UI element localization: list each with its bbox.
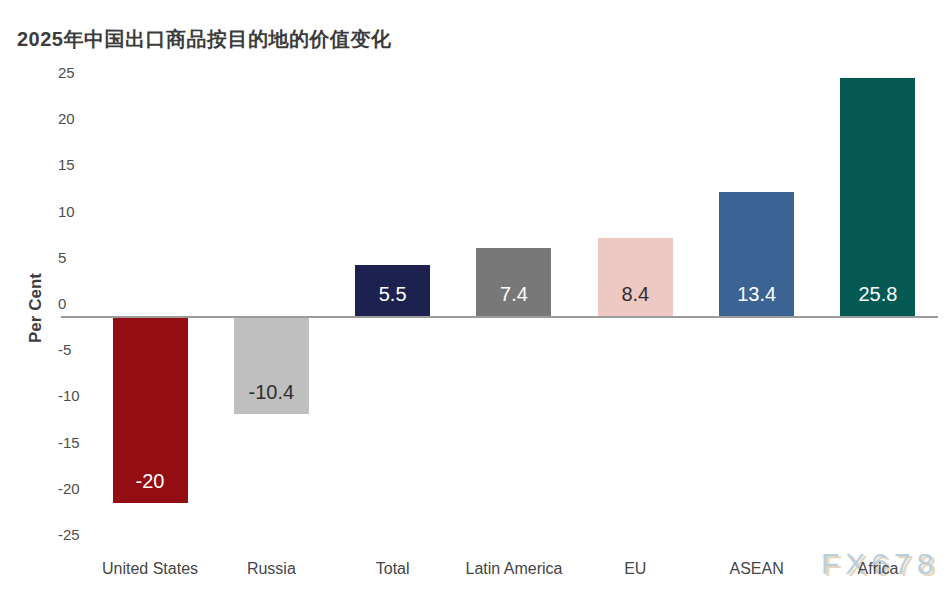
chart-title: 2025年中国出口商品按目的地的价值变化 <box>17 26 392 53</box>
y-tick-label: -15 <box>58 434 118 452</box>
y-tick-label: 20 <box>58 110 118 128</box>
bar-value-label: 5.5 <box>355 283 430 306</box>
bar-eu: 8.4 <box>598 238 673 316</box>
bar-africa: 25.8 <box>840 78 915 316</box>
bar-value-label: -10.4 <box>234 381 309 404</box>
bar-united-states: -20 <box>113 318 188 503</box>
x-tick-label-africa: Africa <box>803 560 952 578</box>
y-tick-label: 25 <box>58 64 118 82</box>
y-tick-label: 15 <box>58 156 118 174</box>
bar-chart: 2025年中国出口商品按目的地的价值变化 Per Cent 25 20 15 10 5 0… <box>0 0 952 599</box>
y-tick-label: -20 <box>58 480 118 498</box>
bar-value-label: 7.4 <box>476 283 551 306</box>
bar-value-label: 8.4 <box>598 283 673 306</box>
bar-value-label: -20 <box>113 470 188 493</box>
bar-value-label: 13.4 <box>719 283 794 306</box>
y-axis-title: Per Cent <box>26 248 46 368</box>
y-tick-label: -5 <box>58 341 118 359</box>
zero-axis-line <box>61 316 938 318</box>
y-tick-label: 10 <box>58 203 118 221</box>
bar-latin-america: 7.4 <box>476 248 551 316</box>
bar-value-label: 25.8 <box>840 283 915 306</box>
bar-total: 5.5 <box>355 265 430 316</box>
bar-russia: -10.4 <box>234 318 309 414</box>
y-tick-label: -25 <box>58 526 118 544</box>
y-tick-label: -10 <box>58 387 118 405</box>
y-tick-label: 5 <box>58 249 118 267</box>
bar-asean: 13.4 <box>719 192 794 316</box>
y-tick-label: 0 <box>58 295 118 313</box>
